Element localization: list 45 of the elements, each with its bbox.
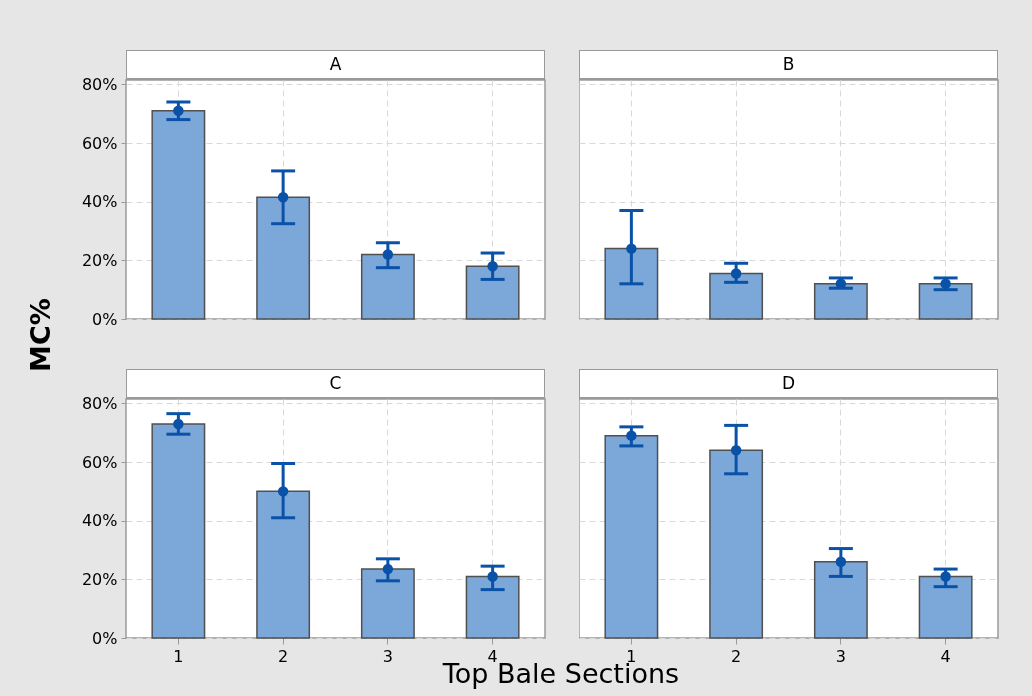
y-tick-label: 20% <box>81 250 118 270</box>
x-tick-label: 3 <box>382 646 393 666</box>
y-tick-label: 40% <box>81 192 118 212</box>
y-tick-label: 0% <box>92 628 118 648</box>
point <box>487 260 498 272</box>
point <box>730 445 742 456</box>
chart-title: C <box>126 369 545 399</box>
bar <box>256 196 311 320</box>
chart-title: A <box>126 50 545 80</box>
chart-title: B <box>579 50 998 80</box>
point <box>382 563 394 575</box>
chart-title: D <box>579 369 998 399</box>
y-axis-title: MC% <box>24 298 56 372</box>
y-tick-label: 40% <box>81 511 118 531</box>
bar <box>918 575 973 639</box>
x-tick-label: 1 <box>173 646 184 666</box>
point <box>277 192 289 203</box>
bar <box>465 575 520 639</box>
bar <box>604 434 659 639</box>
point <box>626 430 637 441</box>
bar <box>813 561 868 639</box>
y-tick-label: 20% <box>81 569 118 589</box>
bar <box>709 449 764 639</box>
point <box>835 556 847 567</box>
bar <box>151 423 206 639</box>
x-tick-label: 3 <box>835 646 846 666</box>
bar <box>360 568 415 639</box>
y-tick-label: 60% <box>81 133 118 153</box>
bar <box>465 265 520 320</box>
y-tick-label: 80% <box>81 393 118 413</box>
x-tick-label: 2 <box>731 646 742 666</box>
point <box>940 571 951 582</box>
x-tick-label: 2 <box>278 646 289 666</box>
point <box>173 105 184 117</box>
x-tick-label: 4 <box>940 646 951 666</box>
bar <box>256 490 311 639</box>
point <box>382 249 394 260</box>
bar <box>151 110 206 320</box>
y-tick-label: 60% <box>81 452 118 472</box>
y-tick-label: 0% <box>92 309 118 329</box>
point <box>487 571 498 582</box>
point <box>173 418 184 430</box>
y-tick-label: 80% <box>81 74 118 94</box>
bar <box>360 253 415 320</box>
point <box>277 486 289 497</box>
